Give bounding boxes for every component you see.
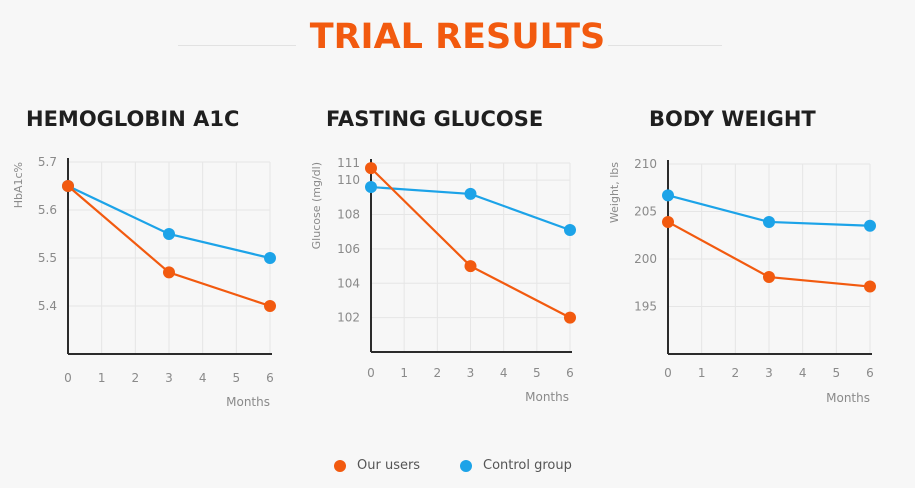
data-point-our-users-glucose: [365, 162, 377, 175]
y-tick-label-hba1c: 5.5: [38, 251, 57, 265]
title-divider-left: [178, 45, 296, 46]
x-tick-label-glucose: 5: [533, 366, 541, 380]
legend-label-our-users: Our users: [357, 458, 421, 473]
legend: Our users Control group: [0, 458, 915, 480]
data-point-our-users-glucose: [464, 260, 477, 273]
x-tick-label-weight: 6: [866, 366, 874, 380]
chart-title-hba1c: HEMOGLOBIN A1C: [26, 107, 240, 131]
y-tick-label-hba1c: 5.6: [38, 203, 57, 217]
legend-swatch-control-group: [460, 459, 472, 472]
data-point-our-users-weight: [864, 280, 876, 293]
y-tick-label-hba1c: 5.4: [38, 299, 57, 313]
data-point-our-users-weight: [662, 215, 674, 228]
y-tick-label-glucose: 110: [337, 173, 360, 187]
x-tick-label-hba1c: 1: [98, 371, 106, 385]
data-point-our-users-hba1c: [264, 300, 276, 312]
y-tick-label-glucose: 108: [337, 208, 360, 222]
title-row: TRIAL RESULTS: [0, 14, 915, 64]
x-tick-label-hba1c: 6: [266, 371, 274, 385]
data-point-our-users-weight: [763, 271, 775, 284]
x-tick-label-hba1c: 2: [132, 371, 140, 385]
y-axis-label-weight: Weight, lbs: [608, 162, 621, 223]
x-tick-label-weight: 3: [765, 366, 773, 380]
data-point-our-users-hba1c: [163, 266, 175, 279]
x-tick-label-glucose: 4: [500, 366, 508, 380]
x-tick-label-glucose: 1: [400, 366, 408, 380]
x-tick-label-weight: 2: [732, 366, 740, 380]
y-tick-label-glucose: 102: [337, 311, 360, 325]
x-tick-label-hba1c: 0: [64, 371, 72, 385]
data-point-control-group-weight: [662, 189, 674, 202]
x-tick-label-weight: 5: [833, 366, 841, 380]
x-tick-label-glucose: 2: [434, 366, 442, 380]
y-tick-label-glucose: 106: [337, 242, 360, 256]
y-axis-label-glucose: Glucose (mg/dl): [310, 162, 323, 249]
data-point-control-group-hba1c: [163, 228, 175, 240]
x-tick-label-weight: 1: [698, 366, 706, 380]
x-axis-label-glucose: Months: [525, 390, 569, 404]
data-point-control-group-weight: [864, 219, 876, 232]
page-title: TRIAL RESULTS: [309, 17, 606, 57]
data-point-control-group-glucose: [365, 181, 377, 194]
chart-title-weight: BODY WEIGHT: [649, 107, 816, 131]
chart-title-glucose: FASTING GLUCOSE: [326, 107, 544, 131]
title-divider-right: [608, 45, 722, 46]
x-tick-label-glucose: 6: [566, 366, 574, 380]
legend-label-control-group: Control group: [483, 458, 572, 473]
x-axis-label-hba1c: Months: [226, 395, 270, 409]
y-tick-label-glucose: 111: [337, 156, 360, 170]
data-point-our-users-glucose: [564, 311, 576, 324]
data-point-control-group-glucose: [464, 187, 477, 200]
data-point-control-group-weight: [763, 215, 775, 228]
x-tick-label-weight: 4: [799, 366, 807, 380]
data-point-our-users-hba1c: [62, 180, 74, 192]
data-point-control-group-glucose: [564, 224, 576, 237]
y-tick-label-weight: 200: [634, 252, 657, 266]
y-tick-label-glucose: 104: [337, 276, 360, 290]
y-tick-label-weight: 210: [634, 157, 657, 171]
x-tick-label-hba1c: 4: [199, 371, 207, 385]
data-point-control-group-hba1c: [264, 252, 276, 264]
x-axis-label-weight: Months: [826, 391, 870, 405]
y-tick-label-hba1c: 5.7: [38, 155, 57, 169]
charts-canvas: 5.45.55.65.70 1 2 3 4 5 6MonthsHbA1c%102104106…: [12, 155, 876, 409]
chart-weight: 195 200 205 210 0 1 2 3 4 5 6 Months Weight, lbs: [608, 157, 876, 405]
x-tick-label-glucose: 3: [467, 366, 475, 380]
y-tick-label-weight: 195: [634, 300, 657, 314]
x-tick-label-glucose: 0: [367, 366, 375, 380]
x-tick-label-weight: 0: [664, 366, 672, 380]
x-tick-label-hba1c: 3: [165, 371, 173, 385]
legend-item-our-users: Our users: [334, 458, 420, 473]
chart-glucose: 102 104 106 108 110 111 0 1 2 3 4 5 6 Months Glucose (…: [310, 156, 576, 404]
chart-hba1c: 5.4 5.5 5.6 5.7 0 1 2 3 4 5 6 Months HbA1c%: [12, 155, 276, 409]
legend-swatch-our-users: [334, 459, 346, 472]
y-axis-label-hba1c: HbA1c%: [12, 162, 25, 208]
legend-item-control-group: Control group: [460, 458, 572, 473]
x-tick-label-hba1c: 5: [233, 371, 241, 385]
y-tick-label-weight: 205: [634, 205, 657, 219]
